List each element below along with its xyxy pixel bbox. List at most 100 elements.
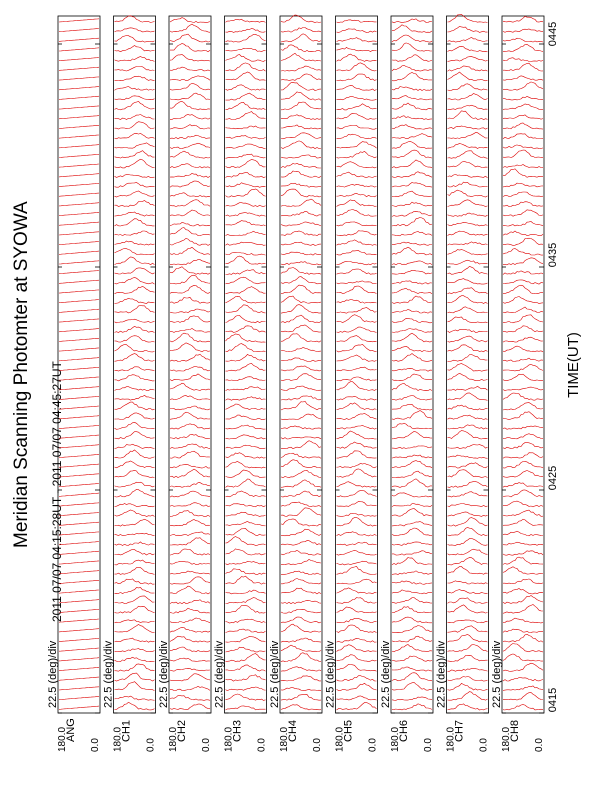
scan-trace: [336, 578, 377, 585]
panel-name-label: ANG: [65, 718, 77, 742]
scan-trace: [169, 646, 211, 653]
scan-trace: [280, 623, 322, 633]
scan-trace: [391, 541, 433, 546]
scan-trace: [447, 454, 488, 459]
scan-trace: [114, 150, 155, 159]
scan-trace: [114, 481, 155, 488]
scan-trace: [336, 354, 377, 362]
scan-trace: [502, 643, 544, 653]
scan-trace: [169, 423, 211, 430]
scan-trace: [58, 173, 100, 178]
scan-trace: [280, 324, 322, 333]
scan-trace: [169, 163, 211, 169]
scan-trace: [502, 433, 544, 440]
scan-trace: [280, 425, 322, 430]
scan-trace: [280, 395, 322, 401]
scan-trace: [391, 580, 433, 585]
scan-trace: [280, 413, 322, 421]
scan-trace: [447, 404, 488, 411]
scan-trace: [336, 664, 377, 672]
scan-trace: [58, 47, 100, 52]
scan-trace: [280, 666, 322, 672]
scan-trace: [447, 654, 488, 663]
scan-trace: [502, 482, 544, 488]
scan-trace: [169, 75, 211, 82]
scan-trace: [225, 461, 266, 469]
scan-trace: [447, 65, 488, 72]
scan-trace: [169, 561, 211, 566]
scan-trace: [58, 57, 100, 61]
scan-trace: [169, 209, 211, 217]
scan-trace: [502, 452, 544, 459]
scan-trace: [169, 173, 211, 178]
scan-trace: [225, 536, 266, 546]
scan-trace: [447, 604, 488, 614]
scan-trace: [169, 468, 210, 478]
scan-trace: [391, 140, 433, 149]
scan-trace: [336, 199, 377, 207]
scan-trace: [169, 142, 211, 149]
scan-trace: [502, 653, 543, 662]
scan-trace: [114, 344, 155, 353]
scan-trace: [447, 414, 488, 420]
scan-trace: [336, 47, 377, 52]
scan-trace: [58, 425, 100, 429]
scan-trace: [502, 237, 544, 246]
scan-trace: [447, 26, 488, 33]
scan-trace: [169, 180, 211, 188]
scan-trace: [280, 507, 322, 517]
scan-trace: [502, 489, 544, 498]
scan-trace: [169, 576, 211, 585]
scan-trace: [336, 62, 377, 72]
scan-trace: [169, 308, 211, 314]
scan-trace: [169, 570, 211, 575]
scan-trace: [169, 607, 211, 614]
scan-trace: [391, 309, 433, 314]
scan-trace: [391, 171, 433, 178]
scan-trace: [58, 66, 100, 71]
scan-trace: [502, 133, 544, 140]
scan-trace: [336, 37, 377, 43]
scan-trace: [58, 202, 100, 207]
scan-trace: [114, 240, 155, 246]
scan-trace: [447, 683, 488, 691]
scan-trace: [225, 143, 266, 149]
scan-trace: [58, 676, 100, 681]
scan-trace: [280, 501, 322, 508]
scan-trace: [225, 362, 266, 372]
time-range-subtitle: 2011 07/07 04:15:28UT - 2011 07/07 04:45…: [50, 360, 64, 622]
scan-trace: [280, 241, 322, 246]
y-min-label: 0.0: [368, 738, 379, 752]
scan-trace: [58, 231, 100, 236]
scan-trace: [336, 597, 377, 604]
scan-trace: [280, 694, 322, 701]
scan-trace: [447, 230, 488, 236]
scan-trace: [58, 212, 100, 216]
scan-trace: [447, 385, 488, 391]
scan-trace: [114, 701, 155, 711]
scan-trace: [225, 315, 266, 324]
scan-trace: [225, 503, 266, 508]
scan-trace: [58, 192, 100, 197]
scan-trace: [447, 424, 488, 430]
scan-trace: [169, 635, 211, 643]
scan-trace: [169, 395, 211, 401]
scan-trace: [114, 412, 155, 420]
scan-trace: [114, 158, 155, 169]
x-tick-label: 0445: [547, 22, 559, 46]
scan-trace: [391, 606, 433, 614]
scan-trace: [114, 443, 155, 449]
scan-trace: [336, 261, 377, 266]
panel-scale-label: 22.5 (deg)/div: [47, 640, 59, 708]
scan-trace: [280, 304, 322, 314]
scan-trace: [114, 648, 155, 653]
scan-trace: [225, 135, 266, 140]
scan-trace: [281, 124, 322, 130]
scan-trace: [225, 568, 266, 575]
scan-trace: [447, 491, 488, 498]
scan-trace: [391, 260, 433, 266]
scan-trace: [447, 511, 488, 517]
